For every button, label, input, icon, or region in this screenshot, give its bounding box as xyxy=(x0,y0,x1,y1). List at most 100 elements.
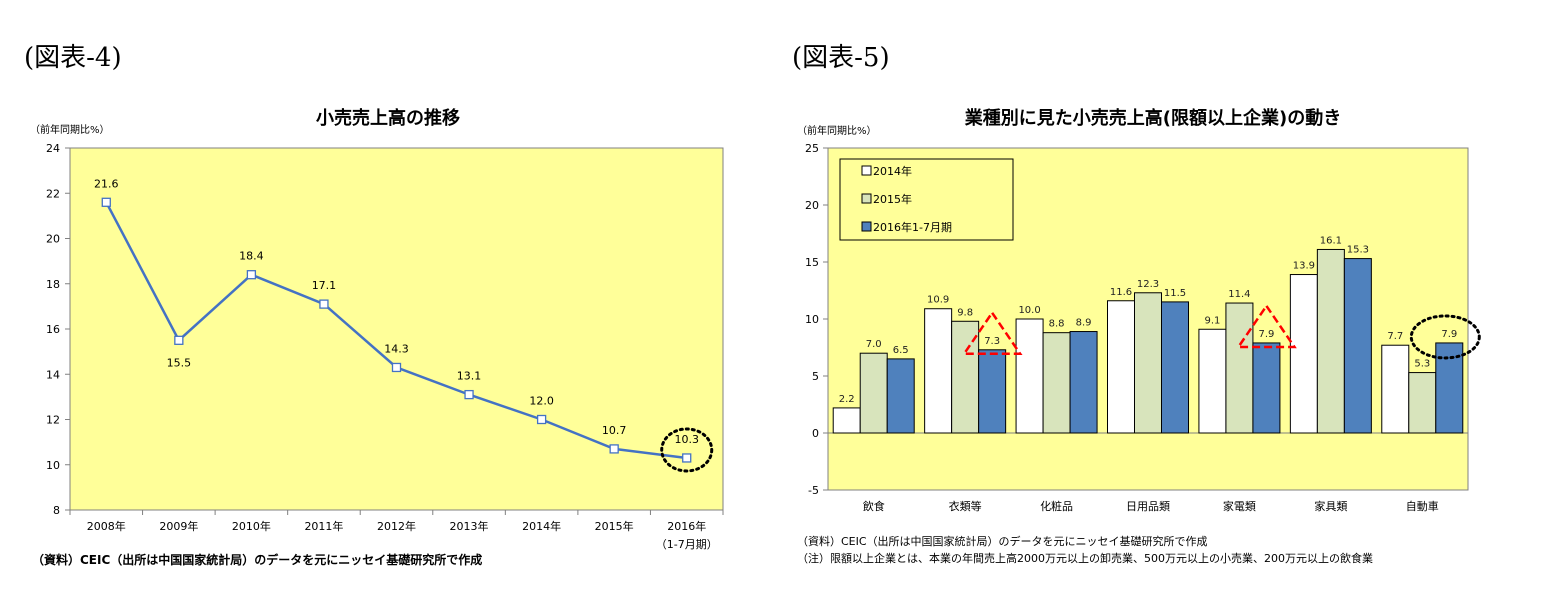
bar-data-label: 11.5 xyxy=(1164,288,1186,299)
figure4-label: (図表-4) xyxy=(24,43,122,73)
bar xyxy=(1161,301,1189,434)
data-label: 17.1 xyxy=(312,279,337,292)
bar-data-label: 11.6 xyxy=(1110,287,1132,298)
x-tick-label: 2009年 xyxy=(159,519,198,533)
legend: 2014年 2015年 2016年1-7月期 xyxy=(839,158,1014,241)
data-point xyxy=(391,362,402,373)
x-tick-label: 2016年 xyxy=(667,519,706,533)
y-tick-label: 25 xyxy=(805,142,819,155)
figure5-label: (図表-5) xyxy=(792,43,890,73)
y-tick-label: 22 xyxy=(46,187,60,200)
bar-data-label: 7.7 xyxy=(1387,331,1403,342)
x-tick-label: 化粧品 xyxy=(1040,499,1073,513)
x-tick-label: 2008年 xyxy=(87,519,126,533)
x-tick-label: 日用品類 xyxy=(1126,500,1170,513)
x-tick-label: 衣類等 xyxy=(949,499,982,513)
bar xyxy=(1252,342,1281,434)
highlight-circle xyxy=(1409,314,1481,360)
plot-area xyxy=(69,147,724,511)
bar-data-label: 7.9 xyxy=(1258,329,1274,340)
data-point xyxy=(682,453,692,463)
y-tick-label: 16 xyxy=(46,323,60,336)
bar-data-label: 8.8 xyxy=(1049,319,1065,330)
bar-data-label: 15.3 xyxy=(1347,245,1369,256)
y-tick-label: 15 xyxy=(805,256,819,269)
chart1-title: 小売売上高の推移 xyxy=(316,107,460,129)
legend-swatch xyxy=(861,165,872,176)
bar xyxy=(978,349,1007,434)
bar xyxy=(1134,292,1162,434)
bar xyxy=(1225,302,1254,434)
figure4-source-note: （資料）CEIC（出所は中国国家統計局）のデータを元にニッセイ基礎研究所で作成 xyxy=(32,552,482,567)
y-tick-label: 8 xyxy=(53,504,60,517)
bar xyxy=(1316,248,1345,434)
chart2-title: 業種別に見た小売売上高(限額以上企業)の動き xyxy=(964,107,1341,129)
legend-swatch xyxy=(861,221,872,232)
bar-data-label: 6.5 xyxy=(893,345,909,356)
x-tick-label: 2012年 xyxy=(377,519,416,533)
y-tick-label: 5 xyxy=(812,370,819,383)
figure5-source-note: （資料）CEIC（出所は中国国家統計局）のデータを元にニッセイ基礎研究所で作成 xyxy=(797,534,1208,548)
bar xyxy=(1198,328,1227,434)
x-tick-label: 飲食 xyxy=(863,499,885,513)
retail-sales-line-chart: 8 10 12 14 16 18 20 22 24 2008年 2009年 2010年 2011年 201… xyxy=(46,142,724,551)
bar-data-label: 10.9 xyxy=(927,295,949,306)
bar xyxy=(1107,300,1135,434)
bar xyxy=(859,352,888,434)
data-label: 13.1 xyxy=(457,370,482,383)
bar-data-label: 9.8 xyxy=(957,307,973,318)
data-label: 10.7 xyxy=(602,424,627,437)
x-tick-sublabel: （1-7月期） xyxy=(656,538,718,551)
data-point xyxy=(464,389,474,400)
bar-data-label: 11.4 xyxy=(1228,289,1250,300)
bar-data-label: 13.9 xyxy=(1293,261,1315,272)
legend-label: 2016年1-7月期 xyxy=(873,220,952,234)
bar-data-label: 2.2 xyxy=(839,394,855,405)
bar-data-label: 5.3 xyxy=(1414,359,1430,370)
data-label: 10.3 xyxy=(674,433,699,446)
legend-label: 2014年 xyxy=(873,164,912,178)
y-tick-label: 10 xyxy=(805,313,819,326)
y-tick-label: 0 xyxy=(812,427,819,440)
bar xyxy=(924,308,953,434)
x-tick-label: 自動車 xyxy=(1406,499,1439,513)
figure5-definition-note: （注）限額以上企業とは、本業の年間売上高2000万元以上の卸売業、500万元以上… xyxy=(797,551,1373,565)
bar-data-label: 12.3 xyxy=(1137,279,1159,290)
bar xyxy=(886,358,915,434)
x-tick-label: 2013年 xyxy=(450,519,489,533)
chart2-ylabel: （前年同期比%） xyxy=(797,124,877,137)
y-tick-label: 14 xyxy=(46,368,60,381)
bar-data-label: 9.1 xyxy=(1204,315,1220,326)
x-tick-label: 2014年 xyxy=(522,519,561,533)
data-point xyxy=(319,299,329,309)
data-point xyxy=(536,414,547,425)
bar-data-label: 8.9 xyxy=(1076,318,1092,329)
bar-data-label: 7.3 xyxy=(984,336,1000,347)
data-label: 12.0 xyxy=(529,395,554,408)
legend-label: 2015年 xyxy=(873,192,912,206)
x-tick-label: 2015年 xyxy=(595,519,634,533)
data-point xyxy=(101,197,111,207)
bar xyxy=(1015,318,1044,434)
bar xyxy=(1042,332,1071,434)
data-label: 21.6 xyxy=(94,177,119,190)
bar xyxy=(1408,372,1437,434)
bar-data-label: 7.0 xyxy=(866,339,882,350)
y-tick-label: 10 xyxy=(46,459,60,472)
bar-data-label: 16.1 xyxy=(1320,235,1342,246)
x-tick-label: 家電類 xyxy=(1223,499,1256,513)
data-point xyxy=(174,335,184,345)
data-point xyxy=(246,270,257,280)
legend-swatch xyxy=(861,193,872,204)
x-tick-label: 家具類 xyxy=(1314,499,1347,513)
x-tick-label: 2010年 xyxy=(232,519,271,533)
y-tick-label: 24 xyxy=(46,142,60,155)
bar-data-label: 7.9 xyxy=(1441,329,1457,340)
bar-data-label: 10.0 xyxy=(1018,305,1040,316)
category-sales-bar-chart: -5 0 5 10 15 20 25 飲食 2.2 7.0 6.5 衣類等 10.9 9.8 7.3 化粧品 1… xyxy=(805,142,1481,513)
bar xyxy=(1289,274,1318,434)
data-label: 15.5 xyxy=(167,356,192,369)
chart1-ylabel: （前年同期比%） xyxy=(30,123,110,136)
highlight-triangle xyxy=(1236,303,1297,349)
